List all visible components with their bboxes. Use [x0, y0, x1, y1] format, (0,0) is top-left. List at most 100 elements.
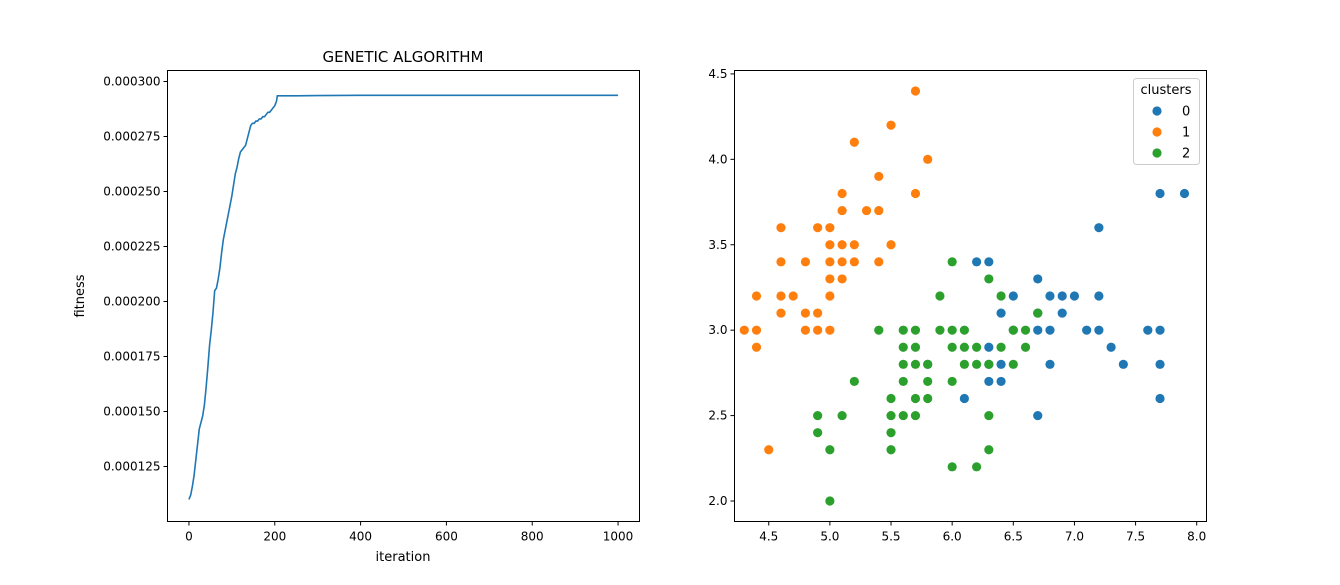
scatter-point-cluster-1 — [764, 445, 774, 455]
scatter-point-cluster-2 — [984, 359, 994, 369]
legend-marker-1 — [1152, 127, 1162, 137]
scatter-point-cluster-2 — [996, 291, 1006, 301]
legend-label-0: 0 — [1182, 105, 1190, 120]
line-y-tick-label: 0.000200 — [103, 295, 160, 309]
scatter-point-cluster-2 — [959, 325, 969, 335]
scatter-point-cluster-2 — [910, 342, 921, 352]
scatter-point-cluster-1 — [813, 325, 823, 335]
scatter-point-cluster-2 — [910, 410, 921, 421]
scatter-point-cluster-0 — [1094, 291, 1104, 301]
scatter-point-cluster-0 — [1008, 291, 1018, 301]
scatter-point-cluster-0 — [1057, 291, 1067, 301]
scatter-x-tick-label: 7.5 — [1126, 530, 1145, 544]
scatter-point-cluster-0 — [1045, 325, 1055, 335]
scatter-point-cluster-0 — [1155, 188, 1165, 199]
scatter-point-cluster-0 — [984, 376, 994, 387]
scatter-point-cluster-1 — [886, 240, 896, 250]
scatter-point-cluster-2 — [947, 462, 957, 472]
scatter-y-tick-label: 2.5 — [708, 409, 727, 423]
scatter-point-cluster-0 — [1155, 325, 1165, 335]
scatter-point-cluster-0 — [1094, 223, 1104, 233]
scatter-point-cluster-1 — [910, 188, 921, 199]
x-axis-label: iteration — [376, 550, 431, 565]
scatter-points — [739, 86, 1190, 506]
scatter-point-cluster-2 — [825, 445, 835, 455]
line-x-tick-label: 400 — [349, 530, 372, 544]
scatter-point-cluster-0 — [1069, 291, 1080, 301]
scatter-point-cluster-1 — [825, 325, 835, 335]
scatter-point-cluster-2 — [947, 342, 957, 352]
scatter-point-cluster-1 — [886, 120, 896, 130]
scatter-point-cluster-2 — [874, 325, 884, 335]
scatter-point-cluster-2 — [837, 410, 847, 421]
scatter-point-cluster-1 — [776, 291, 786, 301]
scatter-point-cluster-2 — [984, 274, 994, 284]
line-y-tick-label: 0.000225 — [103, 240, 160, 254]
scatter-point-cluster-2 — [947, 257, 957, 267]
scatter-point-cluster-2 — [813, 428, 823, 438]
legend-box — [1133, 78, 1200, 165]
line-y-tick-label: 0.000150 — [103, 405, 160, 419]
scatter-point-cluster-0 — [1033, 274, 1043, 284]
scatter-point-cluster-0 — [1179, 188, 1190, 199]
scatter-point-cluster-1 — [849, 257, 859, 267]
scatter-point-cluster-0 — [1106, 342, 1116, 352]
scatter-point-cluster-1 — [861, 205, 872, 216]
scatter-point-cluster-2 — [984, 410, 994, 421]
scatter-point-cluster-0 — [996, 359, 1006, 369]
scatter-point-cluster-1 — [825, 240, 835, 250]
line-y-tick-label: 0.000125 — [103, 460, 160, 474]
scatter-point-cluster-0 — [1057, 308, 1067, 318]
scatter-point-cluster-2 — [849, 376, 859, 387]
scatter-point-cluster-2 — [923, 376, 933, 387]
scatter-point-cluster-0 — [1155, 359, 1165, 369]
scatter-point-cluster-1 — [874, 257, 884, 267]
scatter-point-cluster-2 — [898, 376, 908, 387]
scatter-point-cluster-0 — [1155, 393, 1165, 404]
scatter-point-cluster-2 — [996, 342, 1006, 352]
scatter-point-cluster-0 — [996, 308, 1006, 318]
clusters-scatter-chart: 4.5 5.0 5.5 6.0 6.5 7.0 7.5 8.0 2.0 2.5 3.0 3.5 4.0 4… — [708, 67, 1207, 544]
scatter-point-cluster-1 — [849, 137, 859, 147]
scatter-point-cluster-0 — [1033, 325, 1043, 335]
scatter-point-cluster-1 — [837, 274, 847, 284]
scatter-point-cluster-2 — [898, 410, 908, 421]
series-0 — [923, 188, 1190, 421]
scatter-point-cluster-1 — [837, 205, 847, 216]
scatter-point-cluster-2 — [1020, 342, 1031, 352]
scatter-point-cluster-2 — [898, 342, 908, 352]
scatter-point-cluster-1 — [874, 171, 884, 182]
scatter-point-cluster-1 — [910, 86, 921, 96]
scatter-point-cluster-0 — [1045, 359, 1055, 369]
scatter-point-cluster-1 — [874, 205, 884, 216]
scatter-point-cluster-0 — [1094, 325, 1104, 335]
scatter-point-cluster-1 — [800, 308, 811, 318]
legend-title: clusters — [1141, 83, 1192, 98]
scatter-point-cluster-1 — [825, 257, 835, 267]
scatter-point-cluster-2 — [825, 496, 835, 506]
scatter-y-tick-label: 4.5 — [708, 67, 727, 81]
scatter-point-cluster-1 — [788, 291, 798, 301]
scatter-point-cluster-2 — [898, 325, 908, 335]
scatter-point-cluster-1 — [751, 325, 762, 335]
scatter-point-cluster-2 — [910, 393, 921, 404]
scatter-x-tick-label: 6.0 — [943, 530, 962, 544]
scatter-x-tick-label: 8.0 — [1187, 530, 1206, 544]
scatter-point-cluster-2 — [972, 342, 982, 352]
line-y-tick-label: 0.000275 — [103, 130, 160, 144]
axis-ticks: 4.5 5.0 5.5 6.0 6.5 7.0 7.5 8.0 2.0 2.5 3.0 3.5 4.0 4… — [708, 67, 1206, 544]
scatter-y-tick-label: 3.5 — [708, 238, 727, 252]
line-y-tick-label: 0.000250 — [103, 185, 160, 199]
series-2 — [813, 257, 1043, 506]
scatter-point-cluster-2 — [947, 325, 957, 335]
scatter-point-cluster-0 — [1045, 291, 1055, 301]
legend-label-1: 1 — [1182, 126, 1190, 141]
scatter-point-cluster-1 — [751, 342, 762, 352]
scatter-point-cluster-1 — [800, 325, 811, 335]
scatter-point-cluster-1 — [837, 257, 847, 267]
scatter-point-cluster-1 — [825, 274, 835, 284]
scatter-point-cluster-2 — [1008, 359, 1018, 369]
scatter-point-cluster-1 — [849, 240, 859, 250]
scatter-point-cluster-0 — [1118, 359, 1128, 369]
